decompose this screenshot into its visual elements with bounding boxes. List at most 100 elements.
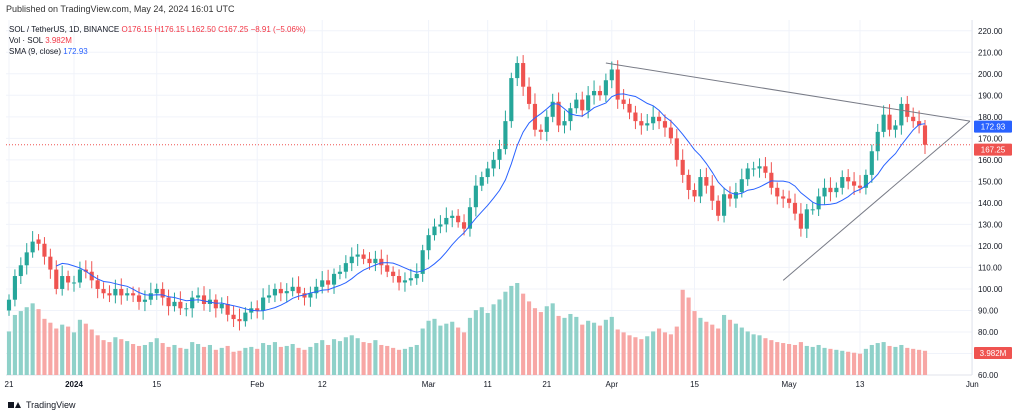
candle-body [526, 86, 532, 104]
y-tick-label: 220.00 [978, 27, 1003, 36]
candle-body [66, 276, 71, 283]
volume-bar [396, 349, 402, 375]
volume-bar [893, 346, 898, 375]
candle-body [922, 125, 928, 145]
volume-bar [408, 346, 413, 375]
footer-brand: TradingView [26, 400, 76, 410]
candle-body [751, 168, 756, 170]
volume-bar [467, 317, 473, 375]
candle-body [763, 166, 768, 173]
volume-bar [816, 344, 821, 375]
candle-body [119, 288, 124, 296]
volume-bar [36, 309, 41, 375]
volume-label[interactable]: Vol · SOL [9, 36, 43, 45]
candle-body [816, 196, 821, 210]
candle-body [586, 95, 591, 111]
close-value: C167.25 [218, 25, 249, 34]
candle-body [296, 286, 301, 294]
candle-body [538, 129, 543, 132]
candle-body [899, 103, 904, 126]
volume-bar [674, 326, 679, 375]
candle-body [757, 166, 762, 169]
candle-body [231, 314, 236, 320]
y-tick-label: 190.00 [978, 91, 1003, 100]
volume-bar [875, 343, 880, 375]
volume-bar [804, 345, 809, 375]
volume-bar [662, 332, 668, 375]
volume-bar [302, 349, 307, 375]
candle-body [48, 256, 53, 270]
volume-bar [326, 344, 331, 375]
volume-bar [491, 304, 496, 375]
candle-body [503, 121, 508, 150]
volume-bar [550, 303, 555, 375]
y-tick-label: 170.00 [978, 134, 1003, 143]
candle-body [36, 239, 41, 244]
volume-bar [414, 344, 419, 375]
candle-body [544, 116, 549, 132]
candle-body [432, 226, 437, 236]
candle-body [77, 269, 82, 283]
volume-bar [71, 332, 77, 375]
x-tick-label: 21 [5, 380, 14, 389]
volume-badge: 3.982M [980, 349, 1007, 358]
volume-bar [432, 318, 437, 375]
candle-body [479, 177, 484, 186]
volume-bar [698, 317, 703, 375]
volume-bar [66, 326, 71, 375]
candle-body [686, 174, 691, 190]
candle-body [733, 192, 738, 199]
sma-label[interactable]: SMA (9, close) [9, 47, 62, 56]
candle-body [574, 99, 579, 109]
symbol-label[interactable]: SOL / TetherUS, 1D, BINANCE [9, 25, 120, 34]
volume-bar [142, 344, 147, 375]
candle-body [266, 295, 272, 298]
candle-body [515, 63, 520, 79]
volume-bar [402, 348, 408, 375]
volume-bar [89, 329, 94, 375]
candle-body [857, 185, 863, 188]
volume-bar [627, 335, 632, 375]
volume-bar [154, 338, 159, 375]
candle-body [426, 235, 431, 251]
volume-bar [917, 349, 922, 375]
candle-body [722, 194, 727, 216]
volume-bar [196, 344, 201, 375]
volume-bar [136, 345, 142, 375]
volume-bar [6, 331, 12, 375]
sma-price-badge: 172.93 [981, 123, 1006, 132]
volume-bar [355, 338, 360, 375]
volume-bar [751, 334, 756, 375]
volume-badge-bg [974, 347, 1012, 359]
volume-bar [48, 322, 53, 375]
legend-symbol-row: SOL / TetherUS, 1D, BINANCE O176.15 H176… [9, 24, 306, 35]
candle-body [278, 288, 283, 294]
volume-bar [905, 347, 910, 375]
candle-body [787, 198, 792, 203]
candle-body [12, 276, 17, 300]
volume-bar [290, 344, 295, 375]
trendline-lower [782, 120, 971, 281]
low-value: L162.50 [186, 25, 216, 34]
volume-bar [580, 324, 585, 375]
candle-body [24, 252, 29, 266]
candle-body [911, 116, 916, 122]
volume-bar [574, 316, 579, 375]
volume-bar [704, 321, 709, 375]
candle-body [402, 280, 408, 283]
x-tick-label: 21 [542, 380, 551, 389]
sma-line [56, 93, 926, 312]
volume-bar [775, 342, 780, 375]
volume-bar [119, 339, 124, 375]
candle-body [361, 254, 366, 259]
volume-bar [391, 347, 396, 375]
candle-body [131, 293, 136, 296]
candle-body [166, 297, 171, 307]
volume-bar [710, 324, 715, 375]
volume-bar [231, 351, 236, 375]
volume-bar [201, 346, 207, 375]
volume-bar [450, 321, 455, 375]
volume-bar [255, 348, 260, 375]
volume-bar [367, 343, 372, 375]
